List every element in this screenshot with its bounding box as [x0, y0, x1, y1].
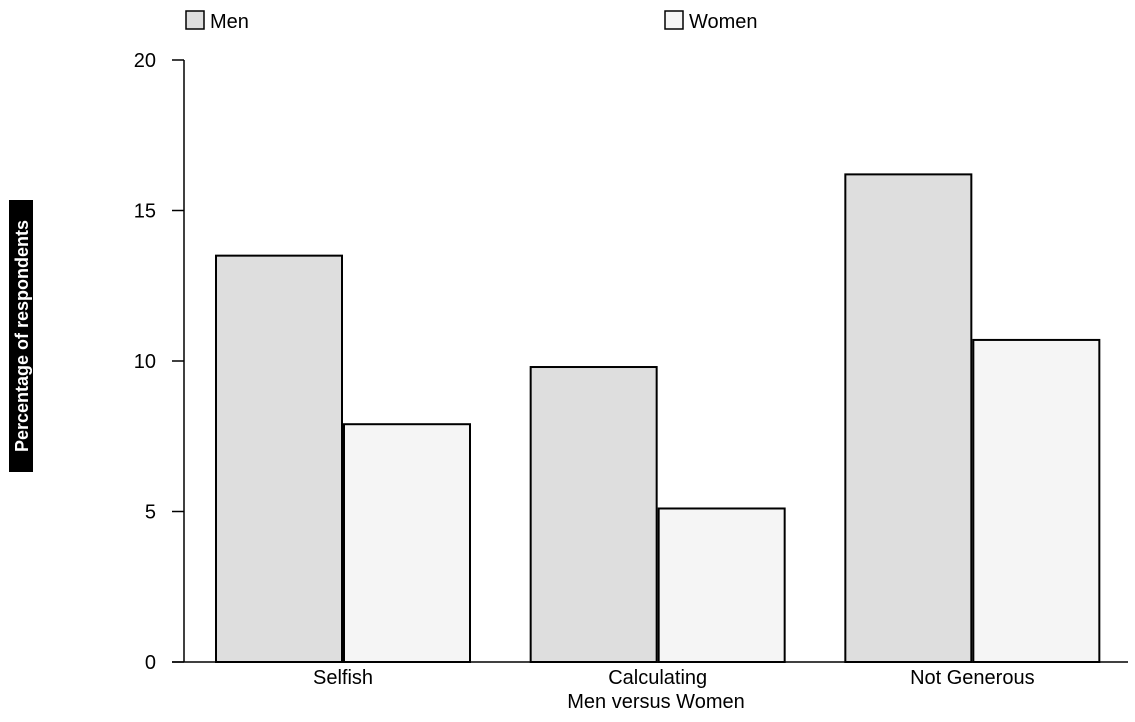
bar-women-selfish	[343, 423, 471, 663]
legend-swatch-men	[185, 10, 205, 30]
x-tick-label-selfish: Selfish	[313, 667, 373, 689]
legend: Men Women	[185, 10, 758, 33]
y-axis-label-group: Percentage of respondents	[9, 200, 33, 472]
legend-label-men: Men	[210, 11, 249, 33]
y-tick-label: 15	[134, 201, 156, 223]
x-category-labels: Selfish Calculating Not Generous	[313, 667, 1035, 689]
x-tick-label-not-generous: Not Generous	[910, 667, 1035, 689]
y-axis-label: Percentage of respondents	[12, 220, 32, 452]
bar-women-calculating	[657, 507, 786, 663]
y-axis-label-background	[9, 200, 33, 472]
y-tick-label: 20	[134, 50, 156, 72]
y-tick-label: 5	[145, 502, 156, 524]
y-ticks: 0 5 10 15 20	[134, 50, 184, 674]
bar-men-calculating	[529, 366, 658, 663]
bar-women-not-generous	[972, 338, 1101, 663]
bars	[215, 173, 1101, 663]
bar-men-not-generous	[844, 173, 973, 663]
x-axis-label: Men versus Women	[567, 691, 744, 713]
legend-label-women: Women	[689, 11, 758, 33]
legend-swatch-women	[664, 10, 684, 30]
x-tick-label-calculating: Calculating	[608, 667, 707, 689]
bar-men-selfish	[215, 254, 343, 663]
y-tick-label: 0	[145, 652, 156, 674]
y-tick-label: 10	[134, 351, 156, 373]
